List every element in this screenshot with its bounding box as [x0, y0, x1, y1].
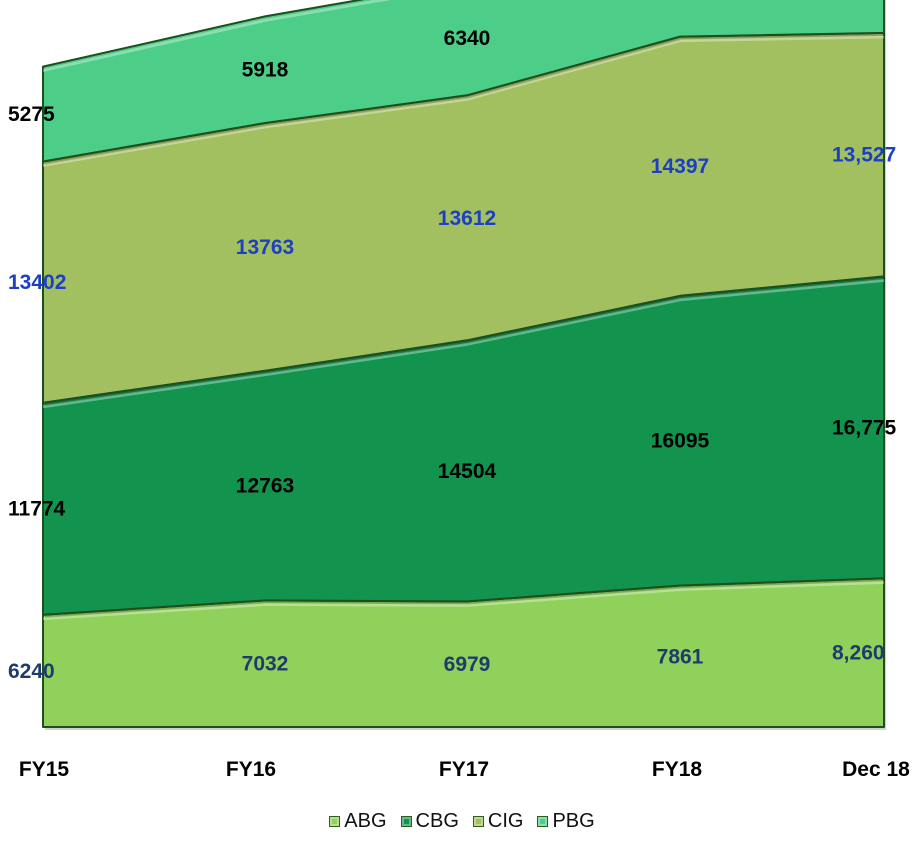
data-label-cbg-1: 12763 — [236, 475, 294, 498]
data-label-cbg-0: 11774 — [8, 498, 66, 521]
legend-swatch-cbg — [400, 816, 412, 827]
area-layers — [42, 0, 886, 730]
data-label-pbg-0: 5275 — [8, 103, 55, 126]
legend: ABG CBG CIG PBG — [0, 810, 924, 833]
data-labels: 6240 7032 6979 7861 8,260 11774 12763 14504 1609… — [8, 27, 897, 683]
legend-item-abg: ABG — [329, 810, 387, 833]
legend-label-abg: ABG — [344, 810, 387, 832]
x-tick-label-2: FY17 — [439, 758, 489, 781]
legend-item-pbg: PBG — [537, 810, 595, 833]
data-label-cig-0: 13402 — [8, 271, 66, 294]
data-label-cbg-3: 16095 — [651, 430, 710, 453]
legend-label-pbg: PBG — [552, 810, 595, 832]
x-tick-label-4: Dec 18 — [842, 758, 910, 781]
area-highlight-cig — [42, 35, 885, 167]
x-axis-ticks: FY15 FY16 FY17 FY18 Dec 18 — [19, 758, 910, 781]
legend-swatch-pbg — [537, 816, 549, 827]
area-pbg — [42, 0, 885, 163]
data-label-cig-2: 13612 — [438, 207, 496, 230]
x-tick-label-3: FY18 — [652, 758, 703, 781]
data-label-cig-1: 13763 — [236, 236, 294, 259]
chart-plot: 6240 7032 6979 7861 8,260 11774 12763 14504 1609… — [8, 0, 910, 781]
data-label-abg-4: 8,260 — [832, 642, 885, 665]
legend-swatch-abg — [329, 816, 341, 827]
x-tick-label-0: FY15 — [19, 758, 70, 781]
data-label-abg-3: 7861 — [657, 645, 704, 668]
legend-item-cbg: CBG — [400, 810, 459, 833]
data-label-pbg-2: 6340 — [444, 27, 491, 50]
data-label-cig-3: 14397 — [651, 155, 709, 178]
area-highlight-pbg — [42, 0, 391, 73]
legend-label-cig: CIG — [487, 810, 524, 832]
legend-swatch-cig — [472, 816, 484, 827]
data-label-cbg-2: 14504 — [438, 460, 497, 483]
data-label-abg-1: 7032 — [242, 653, 289, 676]
data-label-cig-4: 13,527 — [832, 144, 896, 167]
legend-label-cbg: CBG — [415, 810, 459, 832]
data-label-abg-2: 6979 — [444, 653, 491, 676]
area-highlight-abg — [42, 580, 885, 621]
data-label-abg-0: 6240 — [8, 660, 55, 683]
x-tick-label-1: FY16 — [226, 758, 276, 781]
area-highlight-cbg — [42, 278, 885, 409]
data-label-pbg-1: 5918 — [242, 59, 289, 82]
data-label-cbg-4: 16,775 — [832, 416, 897, 439]
legend-item-cig: CIG — [472, 810, 524, 833]
